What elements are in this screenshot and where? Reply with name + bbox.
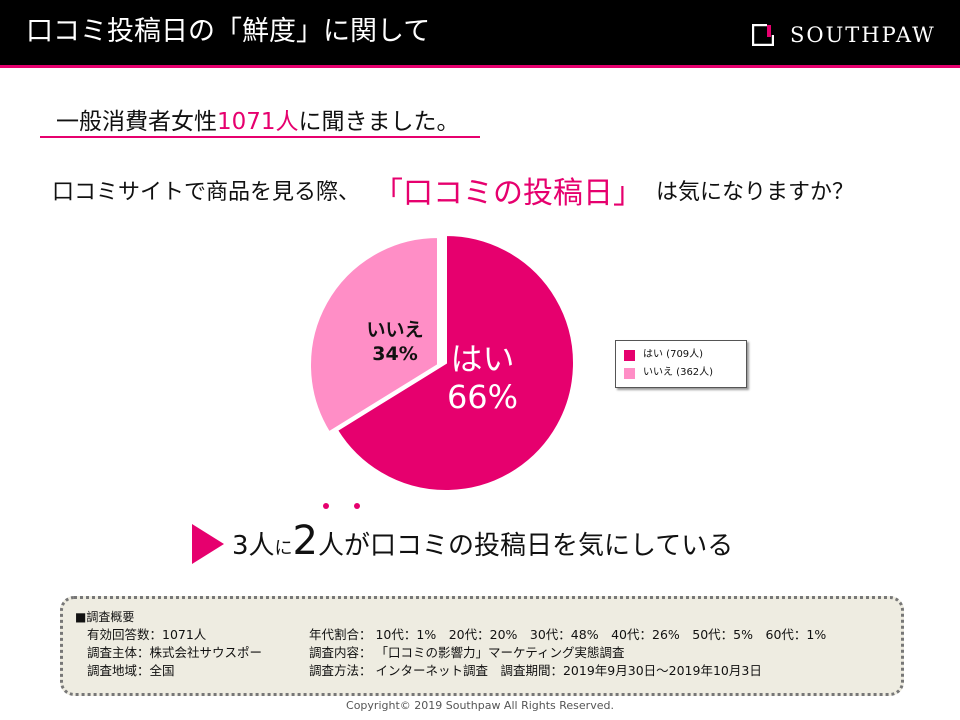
survey-organizer: 調査主体：株式会社サウスポー <box>87 645 263 660</box>
copyright-footer: Copyright© 2019 Southpaw All Rights Rese… <box>346 699 614 712</box>
conclusion-statement: 3人に2人が口コミの投稿日を気にしている <box>232 518 733 568</box>
brand-mark-icon <box>752 24 774 46</box>
subhead-suffix: に聞きました。 <box>298 109 460 135</box>
respondent-summary: 一般消費者女性1071人に聞きました。 <box>56 102 460 136</box>
pie-label-no-text: いいえ <box>366 319 424 341</box>
survey-overview-box: ■調査概要 有効回答数：1071人 調査主体：株式会社サウスポー 調査地域：全国… <box>60 596 904 696</box>
pie-label-no: いいえ 34% <box>350 318 440 366</box>
header-bar: 口コミ投稿日の「鮮度」に関して SOUTHPAW <box>0 0 960 68</box>
pie-label-yes-percent: 66% <box>446 378 519 416</box>
triangle-arrow-icon <box>192 524 224 564</box>
legend-item-no: いいえ (362人) <box>624 366 713 380</box>
respondent-count: 1071人 <box>217 109 299 135</box>
legend-swatch-yes <box>624 349 635 361</box>
survey-question: 口コミサイトで商品を見る際、 「口コミの投稿日」 は気になりますか？ <box>52 168 854 216</box>
legend-label-yes: はい (709人) <box>643 349 704 360</box>
pie-label-no-percent: 34% <box>372 343 418 365</box>
emphasis-dot <box>323 503 329 509</box>
subhead-underline <box>40 136 480 138</box>
conclusion-part5: が口コミの投稿日を気にしている <box>344 531 734 561</box>
legend-swatch-no <box>624 367 635 379</box>
pie-slice-no <box>309 235 439 434</box>
chart-legend: はい (709人) いいえ (362人) <box>615 340 747 388</box>
survey-content: 調査内容： 「口コミの影響力」マーケティング実態調査 <box>309 645 625 660</box>
survey-method: 調査方法： インターネット調査 調査期間：2019年9月30日～2019年10月… <box>309 663 762 678</box>
question-suffix: は気になりますか？ <box>656 180 855 205</box>
conclusion-part3: 2 <box>292 518 318 564</box>
pie-slice-yes <box>335 233 575 492</box>
question-prefix: 口コミサイトで商品を見る際、 <box>52 180 361 205</box>
pie-label-yes: はい 66% <box>430 340 535 416</box>
legend-label-no: いいえ (362人) <box>643 367 714 378</box>
conclusion-part4: 人 <box>318 531 345 561</box>
subhead-prefix: 一般消費者女性 <box>56 109 217 135</box>
question-highlight: 「口コミの投稿日」 <box>373 176 644 211</box>
pie-label-yes-text: はい <box>450 340 515 378</box>
survey-age-ratio: 年代割合： 10代：1% 20代：20% 30代：48% 40代：26% 50代… <box>309 627 827 642</box>
conclusion-part2: に <box>274 538 293 559</box>
emphasis-dot <box>354 503 360 509</box>
legend-item-yes: はい (709人) <box>624 348 703 362</box>
survey-respondents: 有効回答数：1071人 <box>87 627 207 642</box>
survey-region: 調査地域：全国 <box>87 663 175 678</box>
brand-name: SOUTHPAW <box>790 23 936 47</box>
page-title: 口コミ投稿日の「鮮度」に関して <box>26 16 431 47</box>
conclusion-part1: 3人 <box>232 531 275 561</box>
survey-title: ■調査概要 <box>75 610 135 624</box>
